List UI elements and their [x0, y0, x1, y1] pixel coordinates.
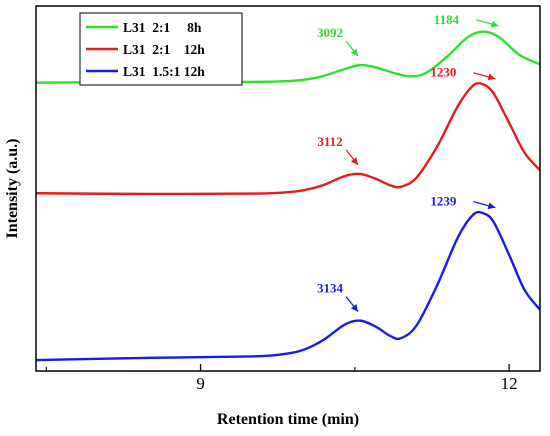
peak-arrow-head — [487, 202, 496, 210]
x-tick-label: 12 — [501, 374, 518, 393]
legend: L31 2:1 8h L31 2:1 12h L31 1.5:1 12h — [79, 12, 243, 86]
peak-arrow-head — [350, 157, 358, 165]
x-axis-title: Retention time (min) — [217, 411, 359, 428]
peak-label: 1184 — [434, 12, 460, 27]
peak-arrow-head — [350, 48, 358, 57]
legend-label: L31 1.5:1 12h — [123, 64, 205, 79]
series-line-3 — [36, 210, 540, 362]
peak-arrow-head — [350, 303, 358, 312]
peak-arrow-head — [490, 20, 499, 28]
plot-frame — [35, 5, 541, 372]
peak-label: 3092 — [317, 25, 343, 40]
x-tick-label: 9 — [196, 374, 205, 393]
curves-layer — [36, 30, 540, 362]
series-line-1 — [36, 30, 540, 84]
legend-items: L31 2:1 8h L31 2:1 12h L31 1.5:1 12h — [86, 20, 205, 79]
peak-label: 3134 — [317, 281, 344, 296]
series-line-2 — [36, 81, 540, 196]
peak-label: 1239 — [430, 194, 457, 209]
peak-label: 3112 — [317, 134, 342, 149]
legend-label: L31 2:1 12h — [123, 42, 205, 57]
y-axis-title: Intensity (a.u.) — [4, 138, 21, 238]
peak-annotations: 3092 1184 3112 1230 3134 1239 — [317, 12, 499, 313]
peak-label: 1230 — [430, 65, 456, 80]
peak-arrow-head — [487, 73, 496, 81]
axis-ticks: 9 12 — [45, 364, 518, 393]
legend-label: L31 2:1 8h — [123, 20, 202, 35]
